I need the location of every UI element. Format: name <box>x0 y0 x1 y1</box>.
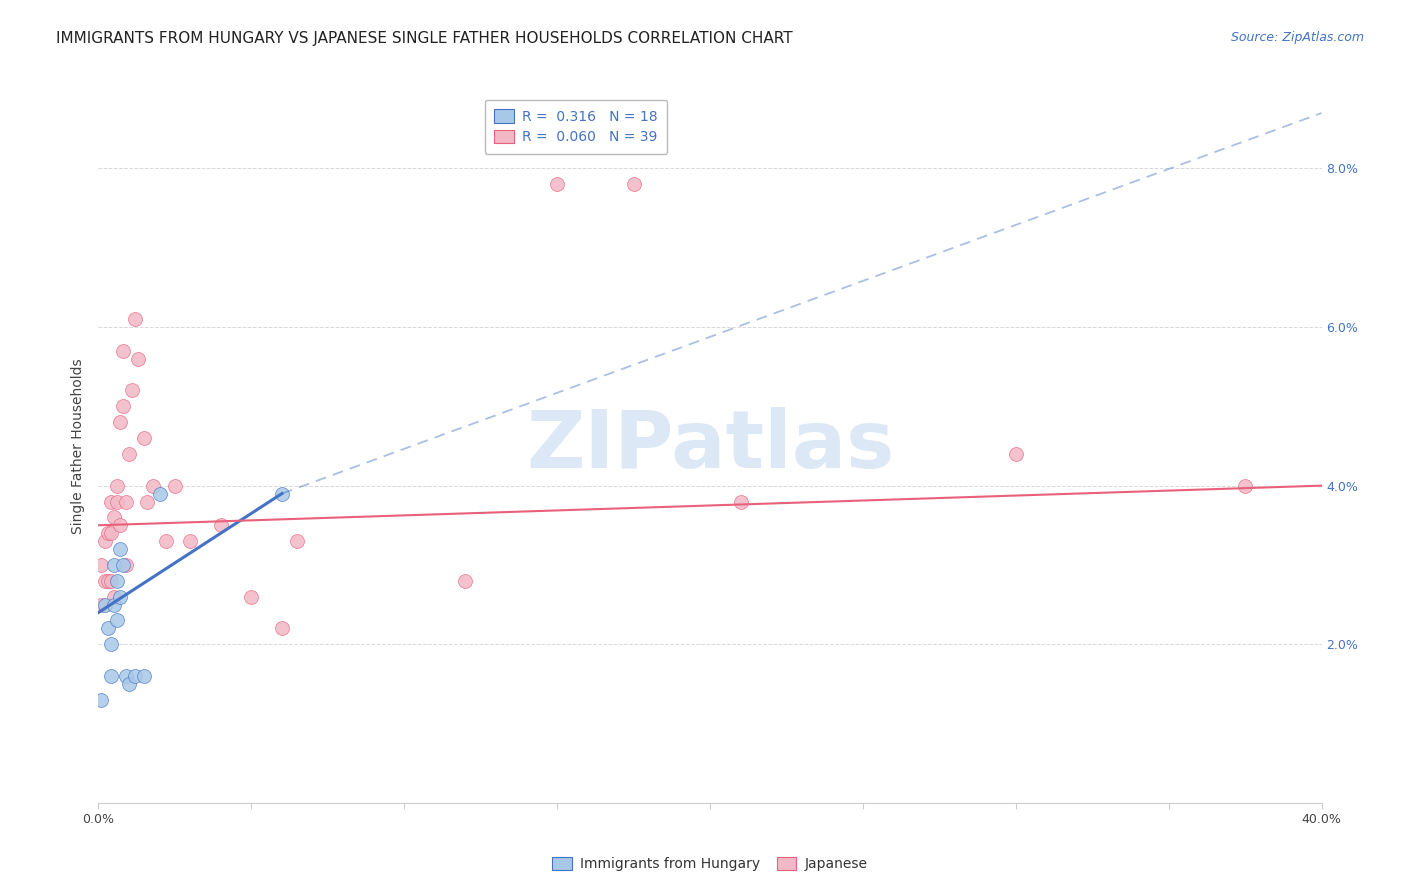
Point <box>90 558 112 572</box>
Point <box>93 574 115 588</box>
Point <box>730 494 752 508</box>
Point <box>93 598 115 612</box>
Point <box>93 534 115 549</box>
Point <box>163 478 186 492</box>
Point <box>90 692 112 706</box>
Point <box>105 614 128 628</box>
Point <box>108 415 131 429</box>
Text: ZIPatlas: ZIPatlas <box>526 407 894 485</box>
Point <box>134 669 156 683</box>
Point <box>103 598 125 612</box>
Point <box>124 669 146 683</box>
Point <box>127 351 149 366</box>
Point <box>111 558 134 572</box>
Point <box>546 178 568 192</box>
Point <box>111 400 134 414</box>
Point <box>103 510 125 524</box>
Point <box>100 669 122 683</box>
Point <box>108 518 131 533</box>
Legend: Immigrants from Hungary, Japanese: Immigrants from Hungary, Japanese <box>546 850 875 878</box>
Point <box>97 621 120 635</box>
Point <box>209 518 232 533</box>
Point <box>149 486 172 500</box>
Point <box>454 574 477 588</box>
Point <box>97 574 120 588</box>
Y-axis label: Single Father Households: Single Father Households <box>72 359 86 533</box>
Point <box>121 384 143 398</box>
Point <box>103 558 125 572</box>
Point <box>270 486 292 500</box>
Point <box>134 431 156 445</box>
Point <box>90 598 112 612</box>
Point <box>155 534 177 549</box>
Text: IMMIGRANTS FROM HUNGARY VS JAPANESE SINGLE FATHER HOUSEHOLDS CORRELATION CHART: IMMIGRANTS FROM HUNGARY VS JAPANESE SING… <box>56 31 793 46</box>
Point <box>142 478 165 492</box>
Point <box>111 343 134 358</box>
Point <box>108 542 131 557</box>
Point <box>115 494 138 508</box>
Point <box>136 494 159 508</box>
Point <box>115 669 138 683</box>
Point <box>100 637 122 651</box>
Point <box>105 494 128 508</box>
Point <box>105 478 128 492</box>
Point <box>285 534 308 549</box>
Point <box>103 590 125 604</box>
Point <box>100 526 122 541</box>
Point <box>1234 478 1257 492</box>
Point <box>623 178 645 192</box>
Point <box>115 558 138 572</box>
Point <box>179 534 201 549</box>
Point <box>100 574 122 588</box>
Point <box>240 590 263 604</box>
Point <box>100 494 122 508</box>
Point <box>105 574 128 588</box>
Point <box>124 312 146 326</box>
Point <box>108 590 131 604</box>
Point <box>118 677 141 691</box>
Point <box>118 447 141 461</box>
Text: Source: ZipAtlas.com: Source: ZipAtlas.com <box>1230 31 1364 45</box>
Point <box>270 621 292 635</box>
Point <box>1004 447 1026 461</box>
Point <box>97 526 120 541</box>
